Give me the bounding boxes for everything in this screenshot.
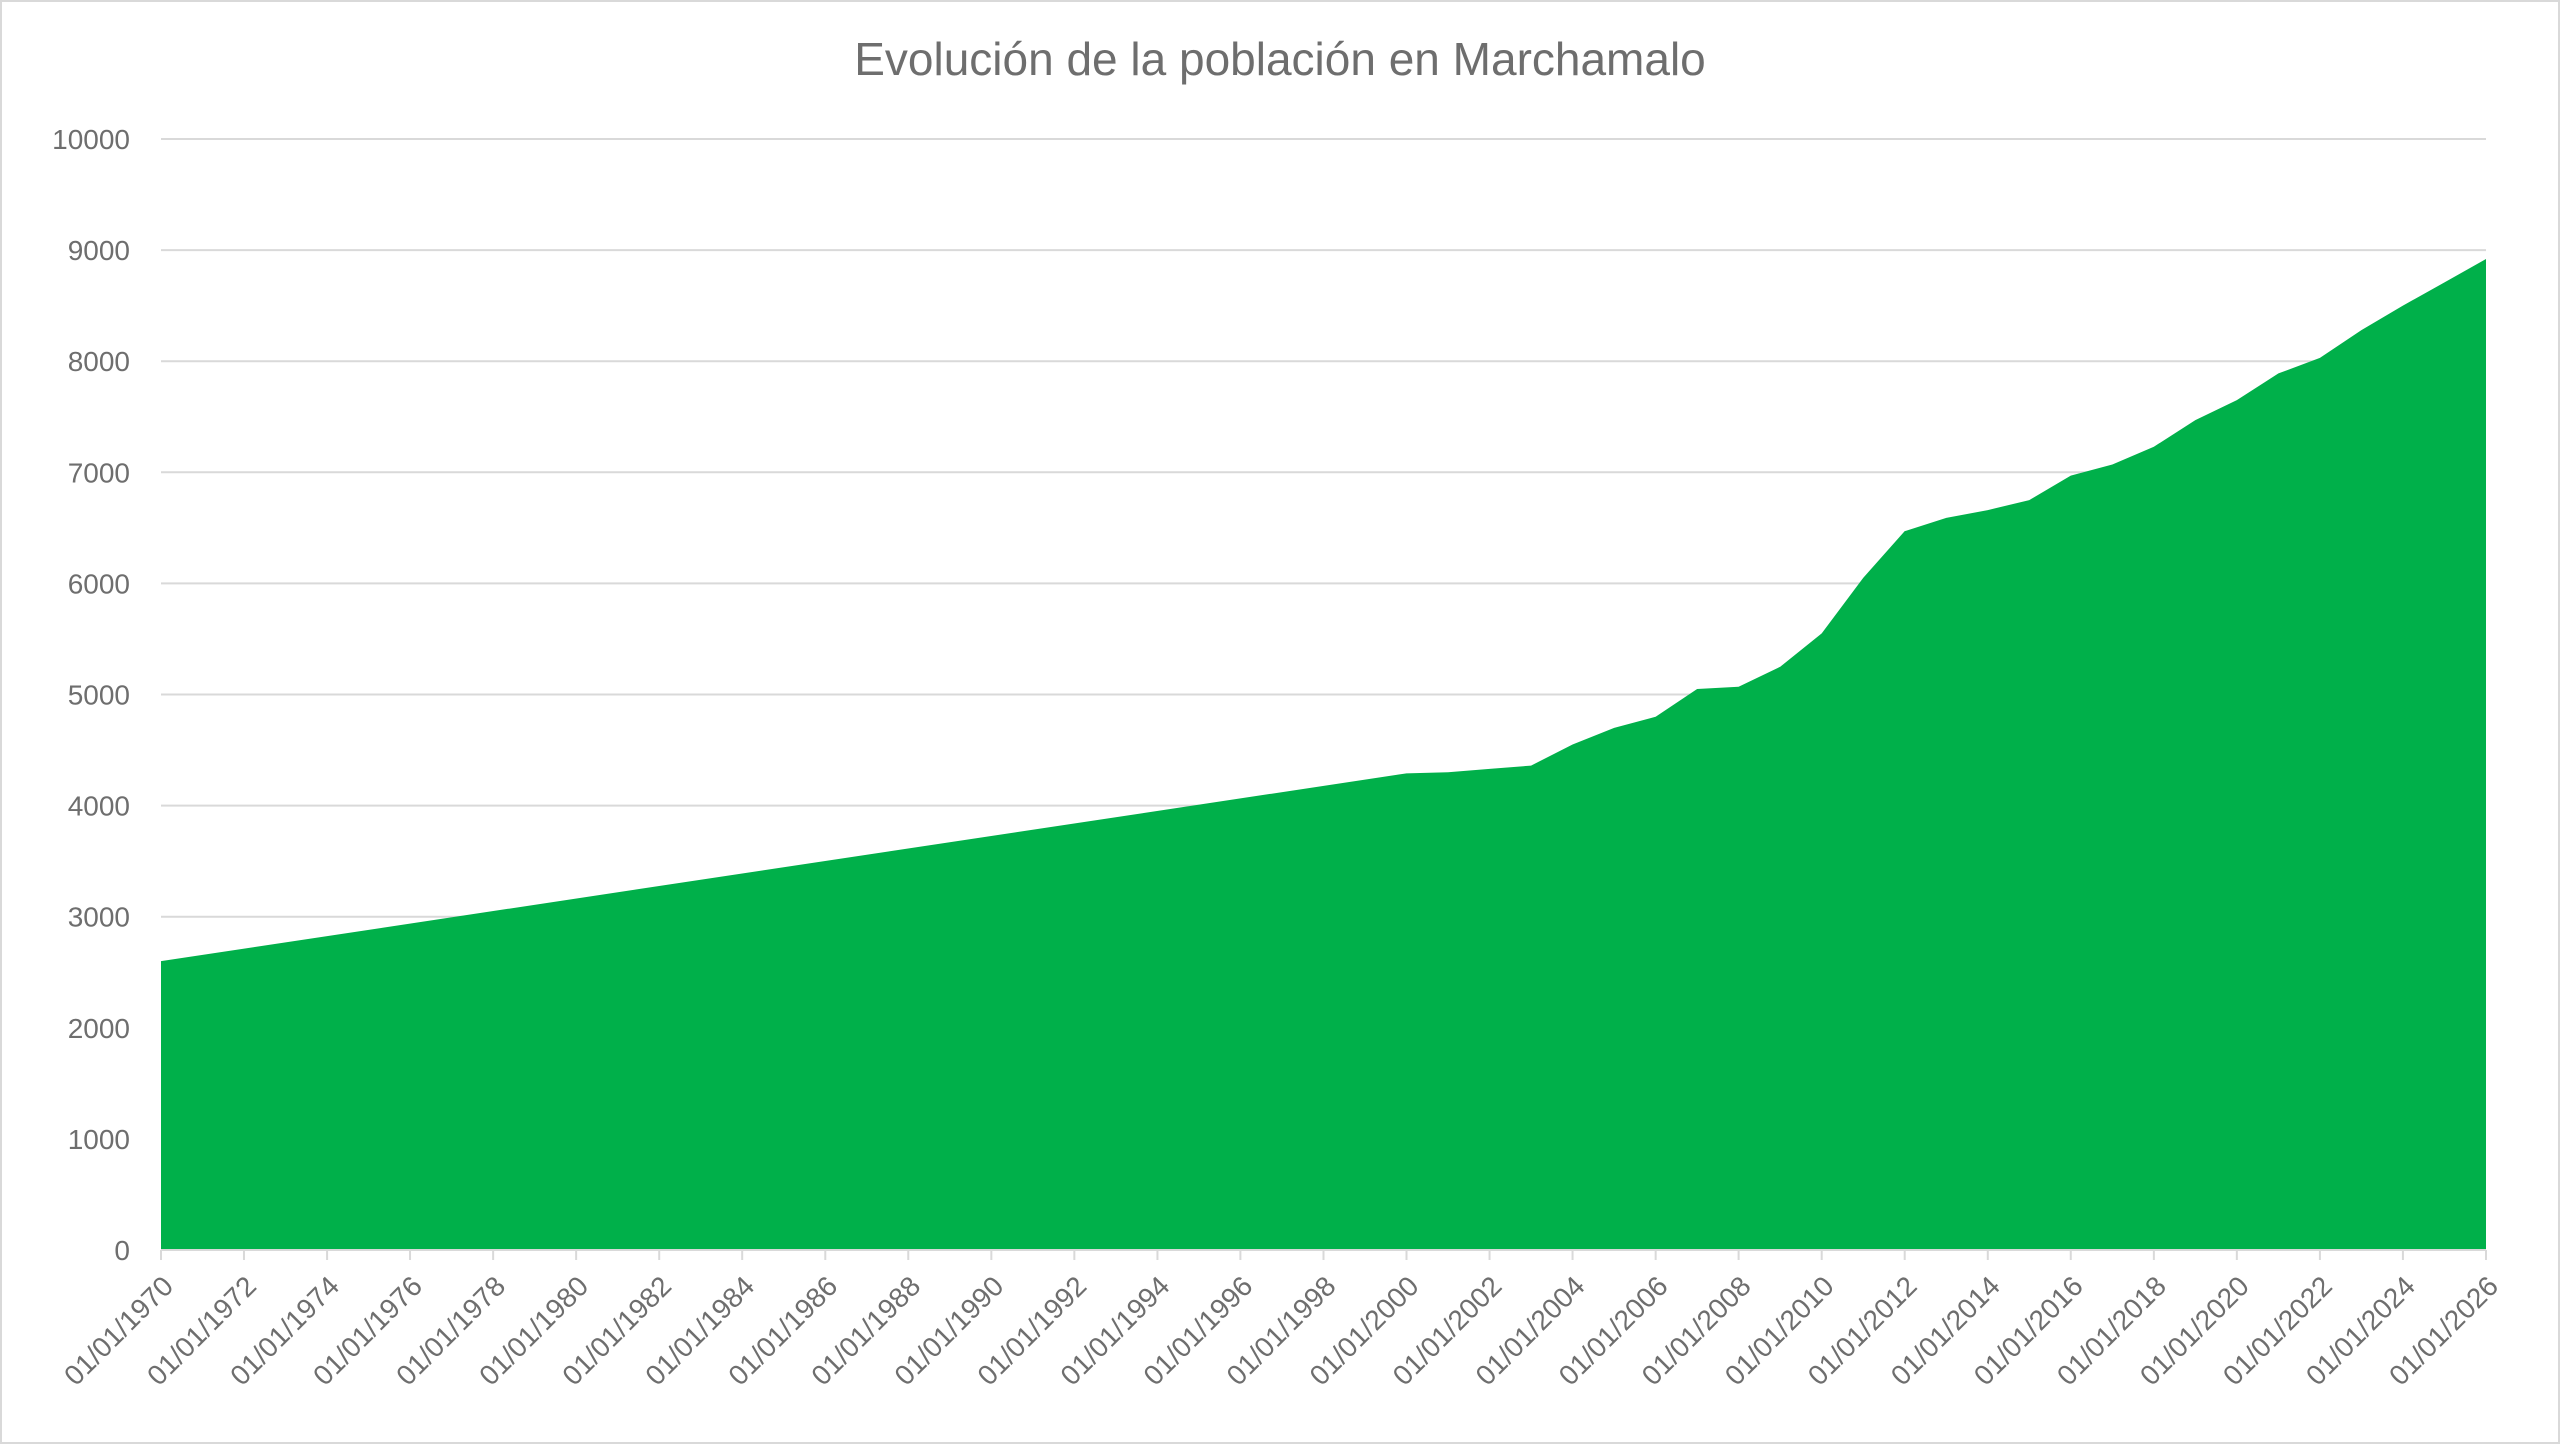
y-tick-label: 4000: [68, 791, 130, 822]
population-area: [161, 258, 2486, 1250]
x-axis: [160, 1249, 2487, 1260]
y-tick-label: 0: [114, 1235, 130, 1266]
y-tick-label: 1000: [68, 1124, 130, 1155]
y-tick-label: 8000: [68, 346, 130, 377]
y-tick-label: 7000: [68, 457, 130, 488]
y-tick-label: 6000: [68, 568, 130, 599]
y-tick-label: 3000: [68, 902, 130, 933]
y-tick-label: 9000: [68, 235, 130, 266]
y-tick-label: 5000: [68, 680, 130, 711]
y-tick-label: 10000: [52, 124, 130, 155]
chart-title: Evolución de la población en Marchamalo: [854, 33, 1706, 85]
area-series: [161, 258, 2486, 1250]
x-axis-labels: 01/01/197001/01/197201/01/197401/01/1976…: [58, 1270, 2504, 1391]
y-axis-labels: 0 1000 2000 3000 4000 5000 6000 7000 8000 9000 100…: [52, 124, 130, 1266]
y-tick-label: 2000: [68, 1013, 130, 1044]
